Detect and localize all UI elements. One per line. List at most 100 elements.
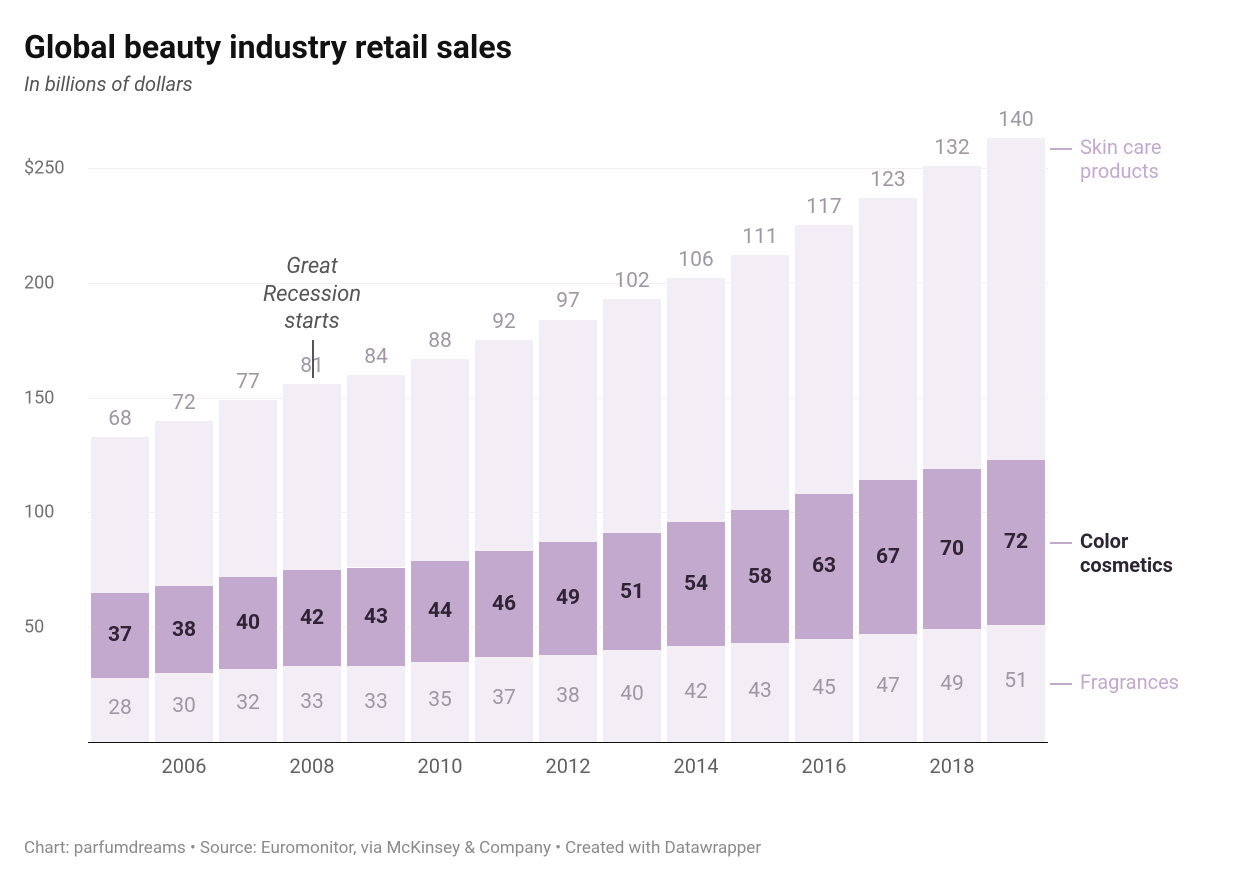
chart-title: Global beauty industry retail sales xyxy=(24,28,1216,66)
value-label-cosmetics: 58 xyxy=(731,510,789,643)
value-label-fragrances: 45 xyxy=(795,639,853,738)
legend-label-fragrances: Fragrances xyxy=(1080,670,1179,694)
annotation-line xyxy=(312,340,314,378)
value-label-skincare: 123 xyxy=(859,168,917,192)
bar-segment-skincare xyxy=(347,375,405,568)
bar-segment-skincare xyxy=(987,138,1045,459)
value-label-skincare: 88 xyxy=(411,329,469,353)
bar-column: 3544 88 xyxy=(408,122,472,742)
bar-column: 3849 97 xyxy=(536,122,600,742)
annotation-recession: GreatRecessionstarts xyxy=(232,253,392,336)
value-label-cosmetics: 70 xyxy=(923,469,981,630)
bar-segment-skincare xyxy=(923,166,981,469)
y-tick-label: 150 xyxy=(24,387,80,408)
value-label-cosmetics: 37 xyxy=(91,593,149,678)
bar-segment-skincare xyxy=(475,340,533,551)
value-label-cosmetics: 67 xyxy=(859,480,917,634)
value-label-cosmetics: 63 xyxy=(795,494,853,639)
bar-column: 3746 92 xyxy=(472,122,536,742)
value-label-fragrances: 38 xyxy=(539,655,597,738)
bar-column: 4051 102 xyxy=(600,122,664,742)
value-label-fragrances: 32 xyxy=(219,669,277,738)
value-label-cosmetics: 46 xyxy=(475,551,533,657)
legend-tick-cosmetics xyxy=(1050,542,1072,544)
x-tick-label: 2010 xyxy=(400,742,480,778)
value-label-fragrances: 33 xyxy=(347,666,405,738)
bar-column: 4767 123 xyxy=(856,122,920,742)
value-label-cosmetics: 54 xyxy=(667,522,725,646)
legend-tick-fragrances xyxy=(1050,683,1072,685)
bar-segment-skincare xyxy=(795,225,853,494)
value-label-skincare: 84 xyxy=(347,345,405,369)
value-label-fragrances: 51 xyxy=(987,625,1045,738)
x-tick-label: 2014 xyxy=(656,742,736,778)
value-label-skincare: 68 xyxy=(91,407,149,431)
bar-column: 4358 111 xyxy=(728,122,792,742)
x-tick-label: 2012 xyxy=(528,742,608,778)
bar-column: 4563 117 xyxy=(792,122,856,742)
value-label-cosmetics: 72 xyxy=(987,460,1045,625)
value-label-skincare: 72 xyxy=(155,391,213,415)
bar-segment-skincare xyxy=(155,421,213,586)
bar-segment-skincare xyxy=(731,255,789,510)
y-tick-label: 200 xyxy=(24,272,80,293)
value-label-skincare: 117 xyxy=(795,195,853,219)
bar-segment-skincare xyxy=(859,198,917,480)
value-label-fragrances: 49 xyxy=(923,629,981,738)
value-label-skincare: 77 xyxy=(219,370,277,394)
plot-area: 2837683038723240773342813343843544883746… xyxy=(88,122,1048,743)
value-label-cosmetics: 49 xyxy=(539,542,597,655)
value-label-fragrances: 35 xyxy=(411,662,469,738)
value-label-cosmetics: 42 xyxy=(283,570,341,666)
value-label-cosmetics: 43 xyxy=(347,568,405,667)
bar-column: 5172140 xyxy=(984,122,1048,742)
bar-segment-skincare xyxy=(219,400,277,577)
legend-label-cosmetics: Color cosmetics xyxy=(1080,529,1201,577)
value-label-cosmetics: 44 xyxy=(411,561,469,662)
bar-segment-skincare xyxy=(539,320,597,543)
bar-segment-skincare xyxy=(411,359,469,561)
y-tick-label: 100 xyxy=(24,502,80,523)
value-label-fragrances: 43 xyxy=(731,643,789,738)
chart-frame: 2837683038723240773342813343843544883746… xyxy=(24,122,1203,792)
bar-column: 2837 68 xyxy=(88,122,152,742)
x-tick-label: 2008 xyxy=(272,742,352,778)
value-label-fragrances: 33 xyxy=(283,666,341,738)
bar-segment-skincare xyxy=(283,384,341,570)
bar-column: 3240 77 xyxy=(216,122,280,742)
value-label-skincare: 140 xyxy=(987,108,1045,132)
value-label-fragrances: 37 xyxy=(475,657,533,738)
legend-label-skincare: Skin care products xyxy=(1080,135,1201,183)
value-label-fragrances: 30 xyxy=(155,673,213,738)
value-label-fragrances: 42 xyxy=(667,646,725,738)
x-tick-label: 2016 xyxy=(784,742,864,778)
bar-column: 334281 xyxy=(280,122,344,742)
value-label-skincare: 92 xyxy=(475,310,533,334)
value-label-skincare: 111 xyxy=(731,225,789,249)
value-label-fragrances: 47 xyxy=(859,634,917,738)
value-label-cosmetics: 40 xyxy=(219,577,277,669)
chart-footer: Chart: parfumdreams • Source: Euromonito… xyxy=(24,838,761,858)
value-label-cosmetics: 38 xyxy=(155,586,213,673)
bar-column: 3038 72 xyxy=(152,122,216,742)
y-tick-label: 50 xyxy=(24,617,80,638)
x-tick-label: 2006 xyxy=(144,742,224,778)
value-label-fragrances: 28 xyxy=(91,678,149,738)
value-label-skincare: 97 xyxy=(539,289,597,313)
bars-row: 2837683038723240773342813343843544883746… xyxy=(88,122,1048,742)
bar-column: 4970 132 xyxy=(920,122,984,742)
bar-segment-skincare xyxy=(603,299,661,533)
chart-subtitle: In billions of dollars xyxy=(24,72,1216,96)
y-tick-label: $250 xyxy=(24,157,80,178)
bar-column: 4254 106 xyxy=(664,122,728,742)
bar-segment-skincare xyxy=(667,278,725,521)
value-label-skincare: 102 xyxy=(603,269,661,293)
x-tick-label: 2018 xyxy=(912,742,992,778)
value-label-fragrances: 40 xyxy=(603,650,661,738)
value-label-skincare: 106 xyxy=(667,248,725,272)
legend-tick-skincare xyxy=(1050,148,1072,150)
bar-segment-skincare xyxy=(91,437,149,593)
value-label-skincare: 132 xyxy=(923,136,981,160)
bar-column: 3343 84 xyxy=(344,122,408,742)
value-label-cosmetics: 51 xyxy=(603,533,661,650)
